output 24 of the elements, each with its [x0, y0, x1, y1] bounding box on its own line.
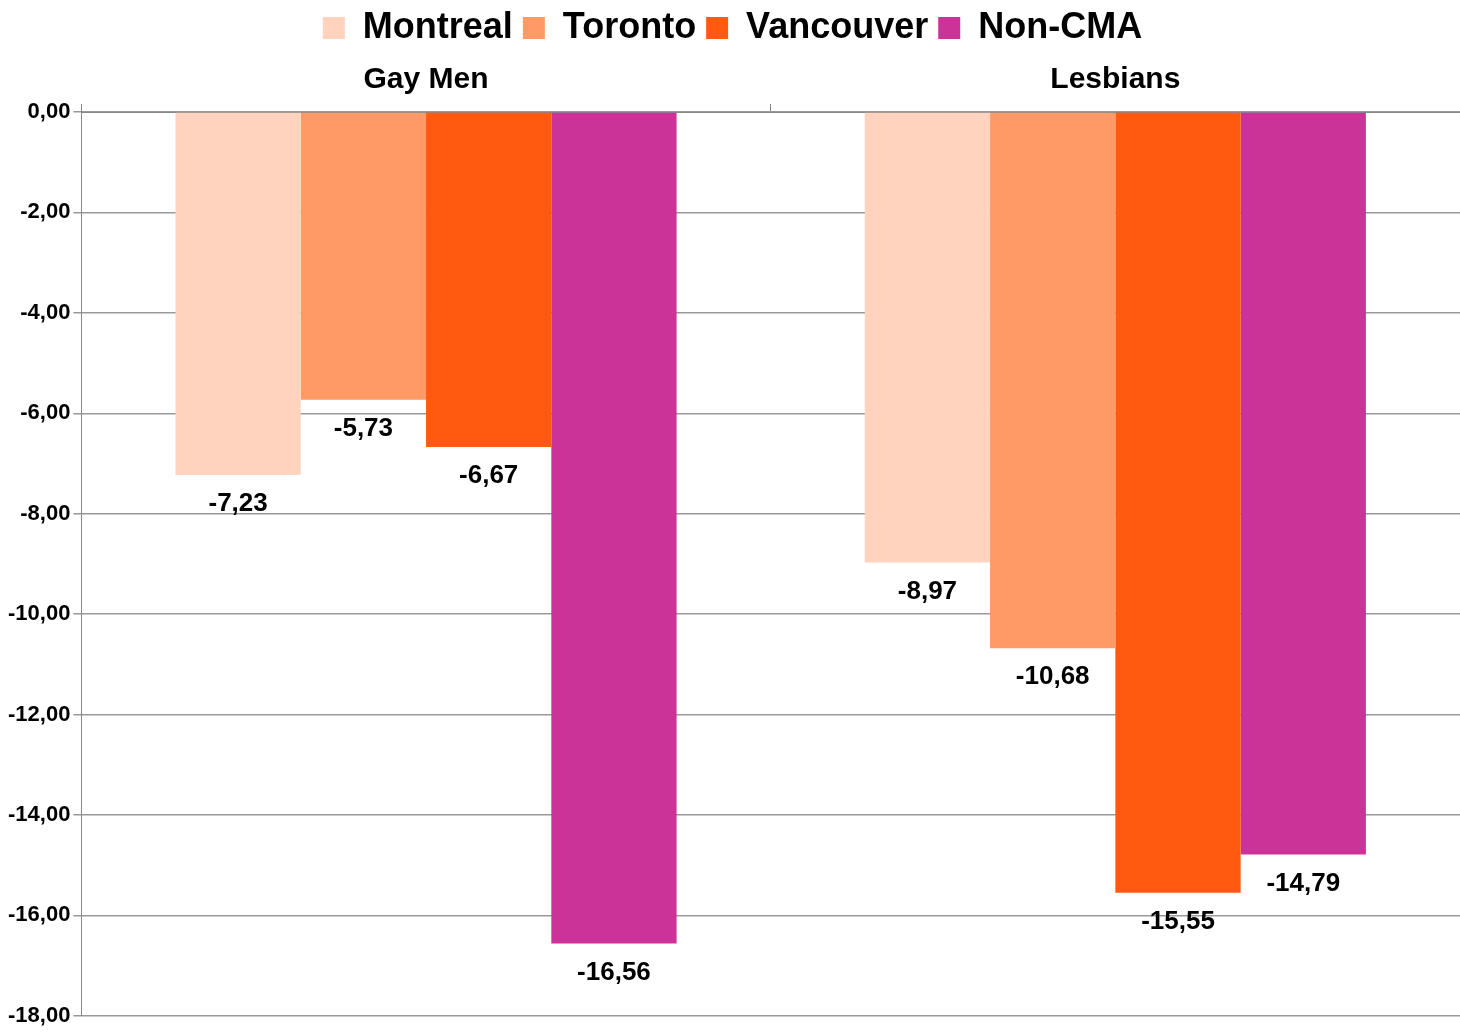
legend-label: Montreal	[362, 4, 513, 46]
x-tick-label: Lesbians	[1050, 61, 1181, 95]
data-label: -15,55	[1141, 904, 1215, 935]
data-label: -6,67	[459, 459, 519, 490]
y-tick-label: -2,00	[20, 198, 71, 224]
legend-label: Vancouver	[746, 4, 929, 46]
legend-label: Non-CMA	[978, 4, 1143, 46]
y-tick-label: -6,00	[20, 399, 71, 425]
data-label: -16,56	[577, 955, 651, 986]
y-tick-label: -4,00	[20, 298, 71, 324]
y-tick-label: -12,00	[7, 700, 71, 726]
y-tick-label: -8,00	[20, 499, 71, 525]
data-label: -7,23	[208, 487, 268, 518]
y-tick-label: -16,00	[7, 901, 71, 927]
data-label: -14,79	[1266, 866, 1341, 897]
data-label: -10,68	[1015, 660, 1090, 691]
y-tick-label: 0,00	[27, 98, 71, 124]
x-tick-label: Gay Men	[363, 61, 489, 95]
data-label: -8,97	[897, 574, 958, 605]
y-tick-label: -14,00	[7, 801, 71, 827]
data-label: -5,73	[333, 411, 394, 442]
y-tick-label: -10,00	[7, 600, 71, 626]
y-tick-label: -18,00	[7, 1001, 71, 1027]
legend-label: Toronto	[562, 4, 697, 46]
